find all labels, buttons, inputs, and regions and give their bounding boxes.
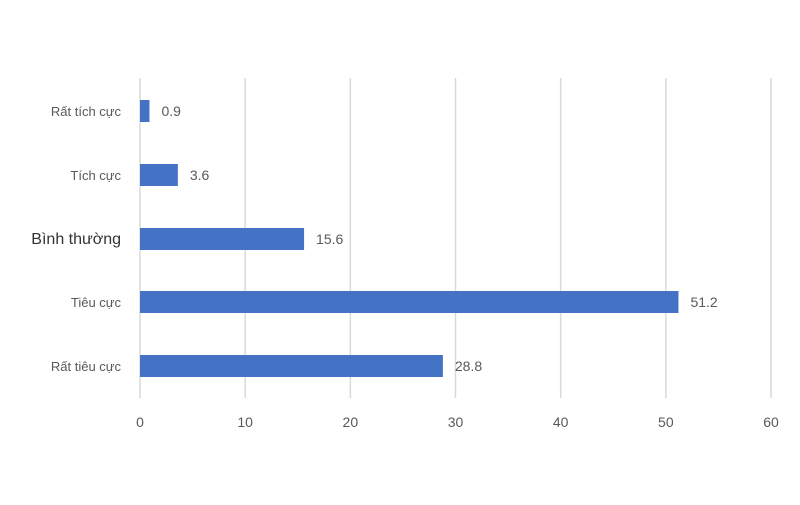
category-label: Bình thường — [31, 231, 121, 248]
category-label: Rất tiêu cực — [51, 359, 122, 374]
data-label: 51.2 — [690, 294, 717, 310]
data-label: 3.6 — [190, 167, 210, 183]
x-tick-label: 40 — [553, 414, 569, 430]
category-label: Tiêu cực — [71, 295, 122, 310]
x-tick-label: 30 — [448, 414, 464, 430]
bar — [140, 100, 150, 122]
x-tick-label: 0 — [136, 414, 144, 430]
data-label: 0.9 — [161, 103, 181, 119]
x-tick-label: 10 — [237, 414, 253, 430]
bars — [140, 100, 679, 377]
bar — [140, 164, 178, 186]
category-label: Tích cực — [70, 168, 121, 183]
category-labels: Rất tích cực Tích cực Bình thường Tiêu cực R… — [31, 104, 121, 374]
data-label: 15.6 — [316, 231, 343, 247]
x-tick-label: 50 — [658, 414, 674, 430]
bar — [140, 355, 443, 377]
gridlines — [139, 78, 772, 398]
bar — [140, 291, 679, 313]
x-tick-label: 60 — [763, 414, 779, 430]
x-tick-label: 20 — [343, 414, 359, 430]
category-label: Rất tích cực — [51, 104, 122, 119]
bar — [140, 228, 305, 250]
x-axis-ticks: 0 10 20 30 40 50 60 — [136, 414, 779, 430]
data-labels: 0.9 3.6 15.6 51.2 28.8 — [161, 103, 717, 374]
data-label: 28.8 — [455, 358, 482, 374]
